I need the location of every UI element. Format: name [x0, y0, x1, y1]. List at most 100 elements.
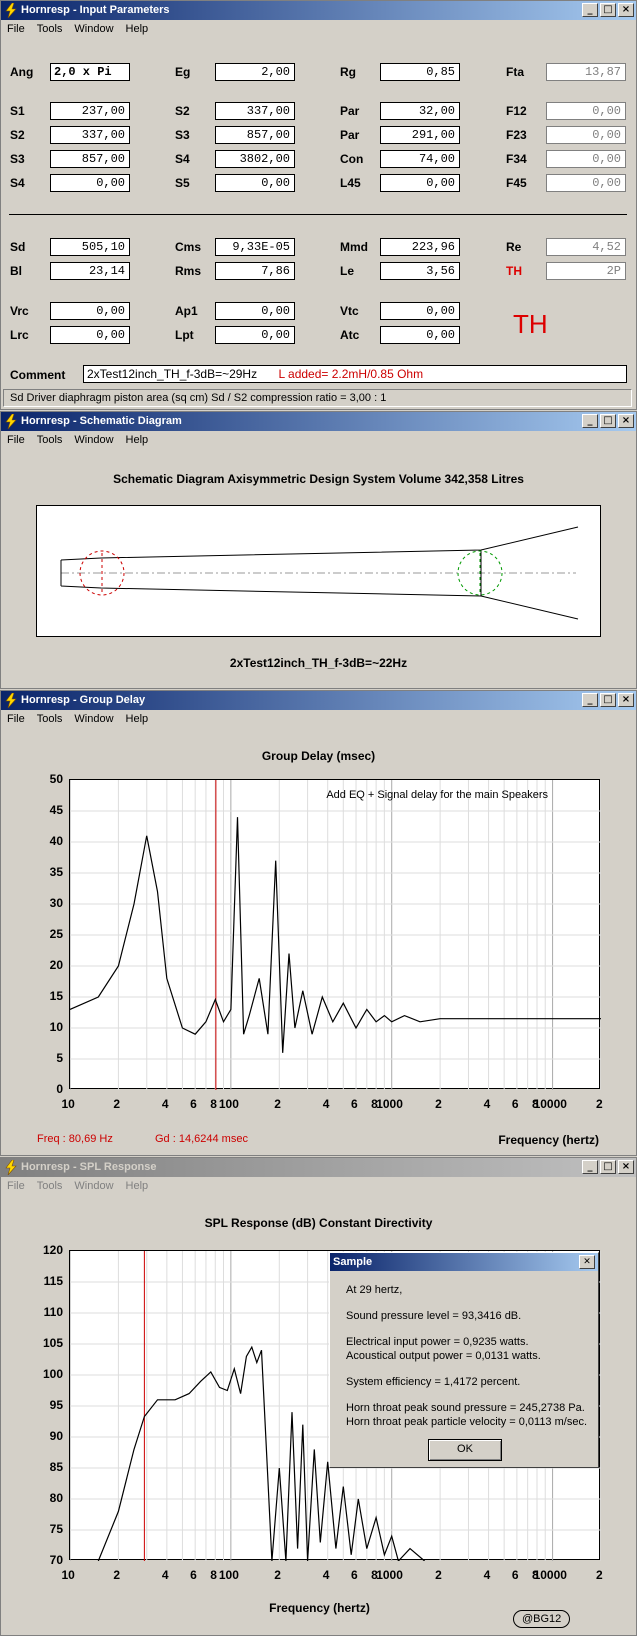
param-field-f34: 0,00	[546, 150, 626, 168]
param-field-par[interactable]: 32,00	[380, 102, 460, 120]
param-field-eg[interactable]: 2,00	[215, 63, 295, 81]
menu-help[interactable]: Help	[125, 713, 149, 725]
param-field-cms[interactable]: 9,33E-05	[215, 238, 295, 256]
dialog-titlebar[interactable]: Sample ✕	[330, 1253, 598, 1271]
window-titlebar[interactable]: Hornresp - SPL Response _ □ ×	[1, 1158, 636, 1177]
param-field-lrc[interactable]: 0,00	[50, 326, 130, 344]
maximize-button[interactable]: □	[600, 3, 616, 17]
param-label-ang: Ang	[10, 65, 34, 79]
menu-file[interactable]: File	[7, 23, 25, 35]
dialog-line: Horn throat peak sound pressure = 245,27…	[346, 1402, 585, 1414]
close-button[interactable]: ×	[618, 3, 634, 17]
x-tick-label: 6	[511, 1097, 519, 1111]
x-tick-label: 4	[322, 1097, 330, 1111]
param-label-l45: L45	[340, 176, 361, 190]
x-tick-label: 8	[371, 1097, 378, 1111]
menu-window[interactable]: Window	[74, 23, 114, 35]
menu-window[interactable]: Window	[74, 434, 114, 446]
param-label-bl: Bl	[10, 264, 22, 278]
y-tick-label: 80	[49, 1491, 63, 1505]
param-label-s3: S3	[10, 152, 25, 166]
param-field-par[interactable]: 291,00	[380, 126, 460, 144]
driver-circle-1	[79, 550, 125, 596]
param-field-s4[interactable]: 0,00	[50, 174, 130, 192]
close-button[interactable]: ×	[618, 1160, 634, 1174]
minimize-button[interactable]: _	[582, 1160, 598, 1174]
param-field-f45: 0,00	[546, 174, 626, 192]
param-field-vrc[interactable]: 0,00	[50, 302, 130, 320]
minimize-button[interactable]: _	[582, 414, 598, 428]
menu-bar: File Tools Window Help	[1, 1178, 154, 1196]
param-field-lpt[interactable]: 0,00	[215, 326, 295, 344]
param-field-s3[interactable]: 857,00	[215, 126, 295, 144]
param-field-rg[interactable]: 0,85	[380, 63, 460, 81]
ok-button[interactable]: OK	[428, 1439, 502, 1461]
menu-file[interactable]: File	[7, 434, 25, 446]
window-titlebar[interactable]: Hornresp - Schematic Diagram _ □ ×	[1, 412, 636, 431]
param-field-atc[interactable]: 0,00	[380, 326, 460, 344]
minimize-button[interactable]: _	[582, 3, 598, 17]
comment-field[interactable]: 2xTest12inch_TH_f-3dB=~29Hz L added= 2.2…	[83, 365, 627, 383]
plot-area[interactable]: Add EQ + Signal delay for the main Speak…	[69, 779, 601, 1090]
param-label-eg: Eg	[175, 65, 191, 79]
menu-window[interactable]: Window	[74, 1180, 114, 1192]
window-titlebar[interactable]: Hornresp - Group Delay _ □ ×	[1, 691, 636, 710]
param-label-cms: Cms	[175, 240, 202, 254]
comment-note: L added= 2.2mH/0.85 Ohm	[278, 367, 424, 381]
maximize-button[interactable]: □	[600, 693, 616, 707]
param-field-bl[interactable]: 23,14	[50, 262, 130, 280]
param-field-re: 4,52	[546, 238, 626, 256]
menu-help[interactable]: Help	[125, 1180, 149, 1192]
param-field-s2[interactable]: 337,00	[50, 126, 130, 144]
y-tick-label: 100	[42, 1367, 63, 1381]
menu-tools[interactable]: Tools	[36, 23, 63, 35]
close-button[interactable]: ×	[618, 414, 634, 428]
x-tick-label: 2	[596, 1568, 603, 1582]
x-tick-label: 10	[61, 1097, 75, 1111]
close-button[interactable]: ×	[618, 693, 634, 707]
menu-help[interactable]: Help	[125, 434, 149, 446]
x-tick-label: 100	[218, 1097, 239, 1111]
param-field-sd[interactable]: 505,10	[50, 238, 130, 256]
param-field-le[interactable]: 3,56	[380, 262, 460, 280]
param-field-ang[interactable]: 2,0 x Pi	[50, 63, 130, 81]
dialog-close-button[interactable]: ✕	[579, 1255, 595, 1269]
chart-annotation: Add EQ + Signal delay for the main Speak…	[326, 789, 548, 801]
param-field-s4[interactable]: 3802,00	[215, 150, 295, 168]
menu-tools[interactable]: Tools	[36, 1180, 63, 1192]
dialog-title: Sample	[333, 1256, 373, 1268]
param-field-s5[interactable]: 0,00	[215, 174, 295, 192]
status-bar: Sd Driver diaphragm piston area (sq cm) …	[3, 389, 632, 407]
y-tick-label: 15	[49, 989, 63, 1003]
menu-file[interactable]: File	[7, 1180, 25, 1192]
y-tick-label: 50	[49, 772, 63, 786]
x-tick-label: 2	[435, 1568, 442, 1582]
minimize-button[interactable]: _	[582, 693, 598, 707]
param-label-rms: Rms	[175, 264, 202, 278]
param-label-vrc: Vrc	[10, 304, 29, 318]
x-tick-label: 4	[161, 1097, 169, 1111]
menu-file[interactable]: File	[7, 713, 25, 725]
menu-help[interactable]: Help	[125, 23, 149, 35]
dialog-line: Sound pressure level = 93,3416 dB.	[346, 1310, 522, 1322]
window-titlebar[interactable]: Hornresp - Input Parameters _ □ ×	[1, 1, 636, 20]
maximize-button[interactable]: □	[600, 1160, 616, 1174]
param-field-mmd[interactable]: 223,96	[380, 238, 460, 256]
maximize-button[interactable]: □	[600, 414, 616, 428]
param-field-ap1[interactable]: 0,00	[215, 302, 295, 320]
param-field-vtc[interactable]: 0,00	[380, 302, 460, 320]
param-field-l45[interactable]: 0,00	[380, 174, 460, 192]
param-field-s1[interactable]: 237,00	[50, 102, 130, 120]
param-field-s2[interactable]: 337,00	[215, 102, 295, 120]
menu-tools[interactable]: Tools	[36, 713, 63, 725]
menu-tools[interactable]: Tools	[36, 434, 63, 446]
menu-window[interactable]: Window	[74, 713, 114, 725]
param-field-s3[interactable]: 857,00	[50, 150, 130, 168]
series-line	[70, 817, 601, 1053]
param-field-con[interactable]: 74,00	[380, 150, 460, 168]
x-axis-label: Frequency (hertz)	[269, 1601, 370, 1615]
y-tick-label: 90	[49, 1429, 63, 1443]
param-field-rms[interactable]: 7,86	[215, 262, 295, 280]
x-tick-label: 6	[351, 1097, 358, 1111]
y-tick-label: 25	[49, 927, 63, 941]
